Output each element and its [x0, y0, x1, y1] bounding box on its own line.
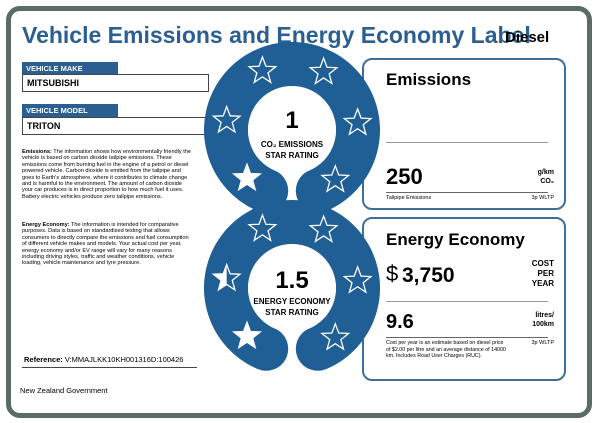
star-outline [342, 107, 373, 136]
reference-line [22, 367, 197, 368]
star-outline [342, 265, 373, 294]
star-rating: 1 [285, 107, 298, 134]
caption: Tailpipe Emissions [386, 195, 432, 201]
emissions-value: 250 [386, 164, 423, 189]
reference-value: V:MMAJLKK10KH001316D:100426 [64, 355, 184, 364]
cost-value: 3,750 [402, 264, 455, 287]
dial-ring [204, 200, 380, 371]
star-fill [233, 164, 261, 190]
star-fill [233, 322, 261, 348]
unit-line: CO₂ [540, 178, 554, 185]
rating-label: ENERGY ECONOMY [253, 297, 331, 306]
rating-label: STAR RATING [265, 151, 318, 160]
panel-title: Energy Economy [386, 230, 525, 249]
star [308, 214, 339, 243]
reference-label: Reference: [24, 355, 63, 364]
emissions-unit: g/km CO₂ [538, 168, 554, 186]
star [320, 163, 351, 193]
star [342, 107, 373, 136]
currency: $ [386, 261, 399, 286]
star [211, 262, 242, 292]
footer: New Zealand Government [20, 386, 108, 395]
dial-center [248, 244, 336, 332]
star [247, 213, 278, 242]
note-text: The information shows how environmentall… [22, 149, 192, 200]
make-value: MITSUBISHI [22, 74, 209, 92]
emissions-dial: 1 CO₂ EMISSIONS STAR RATING [204, 42, 380, 213]
note-text: The information is intended for comparat… [22, 222, 189, 267]
star-outline [211, 104, 242, 134]
star-outline [320, 163, 351, 193]
energy-panel: Energy Economy $ 3,750 COST PER YEAR 9.6… [362, 217, 566, 381]
frame [6, 6, 592, 418]
economy-unit: litres/ 100km [532, 312, 554, 328]
star-outline [308, 56, 339, 85]
divider [386, 337, 548, 338]
star [308, 56, 339, 85]
make-label: VEHICLE MAKE [22, 62, 118, 75]
star [320, 321, 351, 351]
rating-label: CO₂ EMISSIONS [261, 140, 324, 149]
energy-dial: 1.5 ENERGY ECONOMY STAR RATING [204, 200, 380, 371]
standard: 3p WLTP [531, 195, 554, 201]
standard: 3p WLTP [531, 340, 554, 346]
dial-center [248, 86, 336, 174]
cost-note: Cost per year is an estimate based on di… [386, 340, 506, 359]
star-outline [320, 321, 351, 351]
star-outline [247, 213, 278, 242]
reference: Reference: V:MMAJLKK10KH001316D:100426 [24, 355, 183, 364]
panel-title: Emissions [386, 70, 472, 89]
rating-label: STAR RATING [265, 308, 318, 317]
star-outline [247, 55, 278, 84]
divider [386, 192, 548, 193]
dial-ring [204, 42, 380, 213]
star-outline [308, 214, 339, 243]
star-fill [213, 264, 227, 290]
star-rating: 1.5 [275, 267, 308, 294]
fuel-type: Diesel [505, 29, 550, 46]
star [211, 104, 242, 134]
star [342, 265, 373, 294]
divider [386, 301, 548, 302]
star [231, 320, 263, 350]
unit-line: g/km [537, 169, 554, 176]
star [231, 162, 263, 192]
model-label: VEHICLE MODEL [22, 104, 118, 117]
divider [386, 142, 548, 143]
note-label: Emissions: [22, 149, 52, 155]
economy-value: 9.6 [386, 311, 414, 333]
emissions-note: Emissions: The information shows how env… [22, 149, 194, 200]
cost-unit: COST PER YEAR [531, 259, 554, 288]
star [247, 55, 278, 84]
energy-note: Energy Economy: The information is inten… [22, 222, 194, 267]
note-label: Energy Economy: [22, 222, 70, 228]
